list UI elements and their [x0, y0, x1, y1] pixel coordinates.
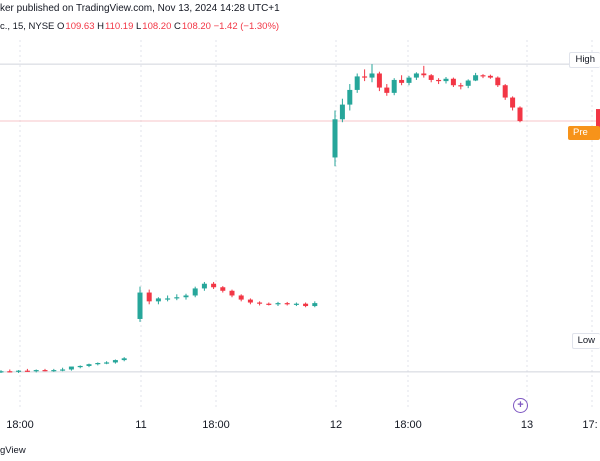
candle-body: [201, 283, 207, 289]
candle-body: [229, 290, 235, 296]
candle-body: [42, 370, 48, 372]
symbol-label: c., 15, NYSE: [0, 21, 55, 32]
candle-body: [303, 303, 309, 307]
high-price-tag: High: [569, 52, 600, 68]
x-tick-label: 18:00: [6, 419, 34, 431]
candle-body: [155, 298, 161, 302]
candle-body: [495, 77, 501, 86]
candle-body: [347, 89, 353, 105]
candle-body: [362, 76, 368, 78]
low-price-tag: Low: [571, 333, 600, 349]
x-tick-label: 12: [329, 419, 343, 431]
candle-body: [473, 75, 479, 81]
candle-body: [339, 104, 345, 120]
candle-body: [121, 358, 127, 361]
x-tick-label: 11: [135, 419, 147, 431]
candle-body: [33, 370, 39, 372]
ohlc-open-value: 109.63: [65, 21, 95, 32]
x-tick-label: 17:: [582, 419, 598, 431]
candle-body: [480, 75, 486, 77]
footer-brand: gView: [0, 445, 26, 456]
candle-body: [68, 366, 74, 370]
candle-body: [275, 303, 281, 305]
candle-body: [146, 292, 152, 302]
candle-body: [165, 298, 171, 300]
candle-body: [458, 85, 464, 87]
candle-body: [391, 79, 397, 93]
last-price-marker: [596, 109, 600, 134]
candle-body: [24, 370, 30, 372]
symbol-ohlc-line: c., 15, NYSE O109.63 H110.19 L108.20 C10…: [0, 20, 279, 34]
candle-body: [60, 369, 66, 371]
candle-body: [247, 299, 253, 303]
candle-body: [384, 87, 390, 93]
candle-body: [436, 79, 442, 82]
candle-body: [7, 371, 13, 373]
candle-body: [450, 78, 456, 86]
candle-body: [86, 364, 92, 366]
plus-circle-icon[interactable]: +: [513, 398, 528, 413]
ohlc-high-label: H: [97, 21, 104, 32]
candle-body: [51, 370, 57, 372]
candle-body: [510, 97, 516, 108]
candle-body: [406, 77, 412, 83]
candle-body: [112, 360, 118, 363]
ohlc-change: −1.42 (−1.30%): [213, 21, 280, 32]
candle-body: [211, 283, 217, 288]
ohlc-open-label: O: [57, 21, 65, 32]
candle-body: [174, 297, 180, 299]
candle-body: [238, 295, 244, 300]
candle-body: [517, 107, 523, 122]
candle-body: [293, 303, 299, 305]
candle-body: [284, 303, 290, 305]
ohlc-low-label: L: [136, 21, 142, 32]
candle-body: [104, 362, 110, 364]
candle-body: [332, 119, 338, 158]
ohlc-close-value: 108.20: [181, 21, 211, 32]
x-tick-label: 18:00: [394, 419, 422, 431]
candle-body: [428, 75, 434, 80]
candle-body: [95, 363, 101, 365]
candle-body: [502, 85, 508, 98]
published-line: ker published on TradingView.com, Nov 13…: [0, 3, 280, 14]
x-tick-label: 18:00: [202, 419, 230, 431]
ohlc-close-label: C: [174, 21, 181, 32]
candle-body: [369, 73, 375, 78]
candle-body: [137, 292, 143, 319]
candle-body: [421, 73, 427, 76]
pre-market-price-tag: Pre: [568, 126, 600, 140]
x-tick-label: 13: [520, 419, 534, 431]
candle-body: [413, 73, 419, 78]
candle-body: [487, 75, 493, 78]
candle-body: [266, 303, 272, 305]
candle-body: [354, 76, 360, 90]
candle-body: [220, 287, 226, 291]
candle-body: [192, 288, 198, 296]
candle-body: [183, 295, 189, 298]
candle-body: [0, 371, 4, 373]
candle-body: [16, 370, 22, 372]
ohlc-high-value: 110.19: [105, 21, 134, 32]
candle-body: [399, 79, 405, 83]
candle-body: [376, 73, 382, 88]
ohlc-low-value: 108.20: [142, 21, 172, 32]
candle-body: [312, 303, 318, 307]
candle-body: [77, 365, 83, 368]
candle-body: [443, 78, 449, 82]
candle-body: [257, 302, 263, 304]
candle-body: [465, 80, 471, 86]
